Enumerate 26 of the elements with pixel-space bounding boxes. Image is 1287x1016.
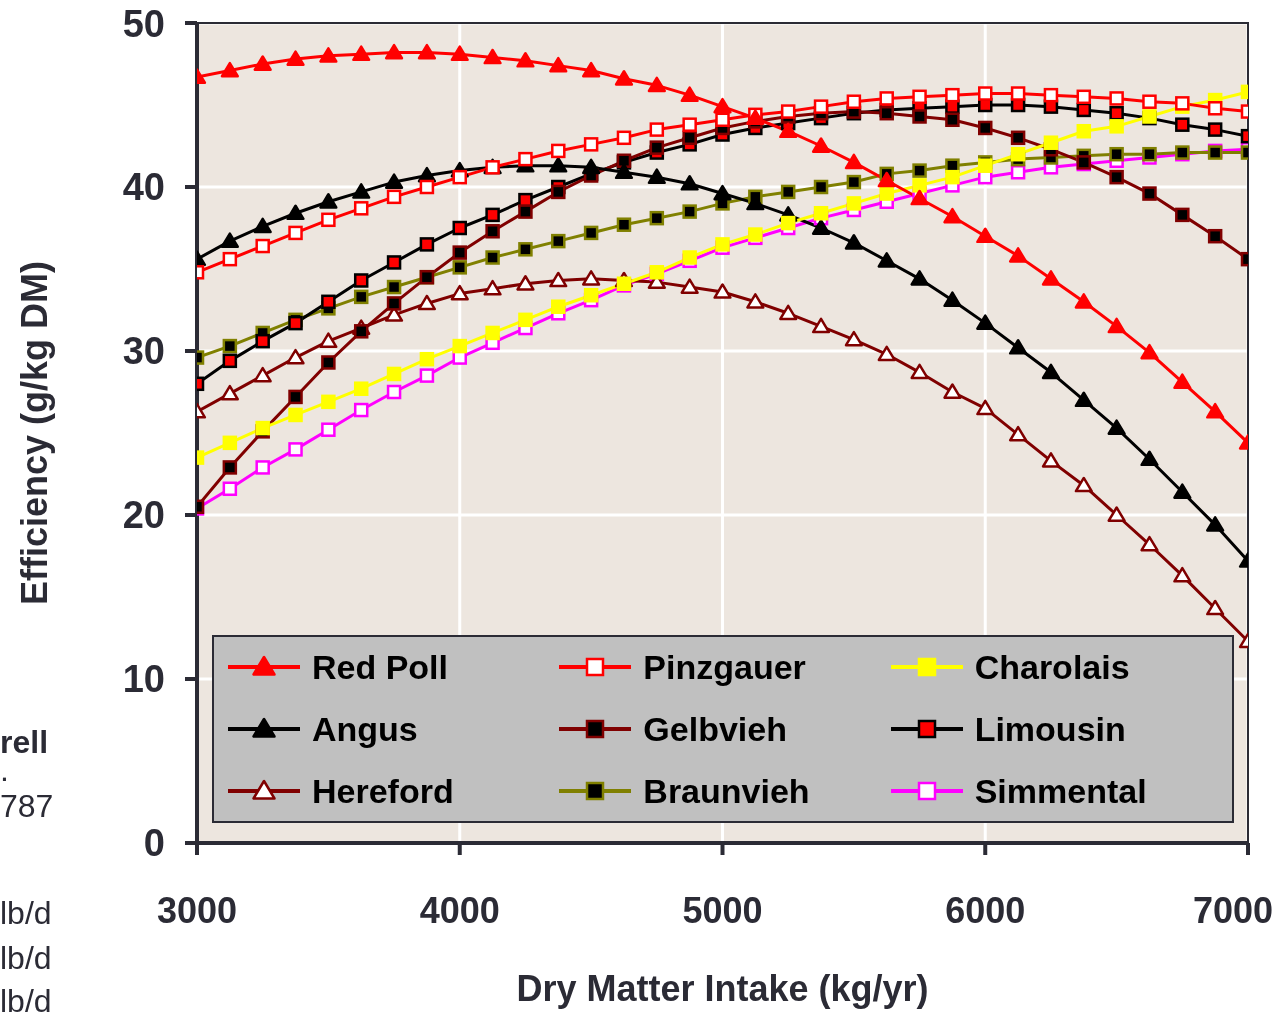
y-tick-label: 0 [143,822,165,865]
y-tick-label: 20 [122,494,165,537]
legend-label: Braunvieh [643,771,810,811]
text: 787 [0,788,54,825]
legend-label: Charolais [974,647,1130,687]
x-tick-label: 4000 [419,890,500,931]
y-axis-title: Efficiency (g/kg DM) [13,260,55,606]
y-tick-label: 30 [122,330,165,373]
x-tick-label: 5000 [682,890,763,931]
y-tick-label: 50 [122,2,165,45]
x-tick-label: 7000 [1192,890,1274,931]
legend-label: Hereford [312,771,454,811]
text: lb/d [0,895,52,932]
legend-label: Pinzgauer [643,647,806,687]
legend-label: Limousin [974,709,1126,749]
legend-label: Gelbvieh [643,709,787,749]
y-tick-label: 10 [122,658,165,701]
text: lb/d [0,983,52,1016]
x-tick-label: 6000 [945,890,1026,931]
legend-label: Simmental [974,771,1147,811]
x-axis-title: Dry Matter Intake (kg/yr) [516,968,929,1009]
text: lb/d [0,940,52,977]
legend-label: Angus [312,709,418,749]
x-tick-label: 3000 [156,890,238,931]
legend-label: Red Poll [312,647,449,687]
y-tick-label: 40 [122,166,165,209]
